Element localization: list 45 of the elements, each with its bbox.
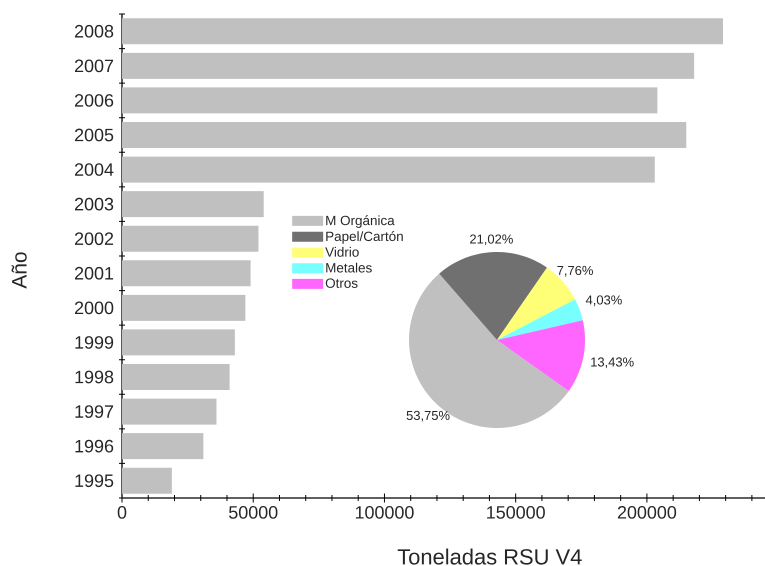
data-label: 13,43% xyxy=(591,357,634,368)
bar xyxy=(122,433,204,460)
y-tick-label: 1995 xyxy=(75,474,114,488)
x-tick-label: 50000 xyxy=(229,506,278,519)
x-tick-label: 200000 xyxy=(618,506,676,519)
bar xyxy=(122,18,724,44)
bar xyxy=(122,87,658,114)
x-tick-label: 100000 xyxy=(356,506,414,519)
y-tick-label: 2007 xyxy=(74,60,114,72)
legend-label: Papel/Cartón xyxy=(326,231,403,244)
y-tick-label: 2000 xyxy=(74,302,114,314)
bar xyxy=(122,294,246,321)
y-tick-label: 2004 xyxy=(74,163,114,176)
y-tick-label: 2006 xyxy=(74,94,114,107)
y-tick-label: 1999 xyxy=(75,336,114,349)
bar xyxy=(122,226,258,252)
y-tick-label: 2002 xyxy=(74,232,114,246)
bar xyxy=(122,364,230,390)
y-tick-label: 2005 xyxy=(74,128,114,142)
y-tick-label: 2008 xyxy=(74,24,114,38)
legend-label: M Orgánica xyxy=(326,215,395,228)
y-tick-label: 1997 xyxy=(75,405,114,418)
bar xyxy=(122,191,264,218)
x-tick-label: 150000 xyxy=(487,506,545,519)
bar xyxy=(122,122,686,148)
bar xyxy=(122,398,216,425)
data-label: 4,03% xyxy=(586,295,622,306)
legend-label: Metales xyxy=(326,262,372,273)
bar xyxy=(122,52,694,79)
legend-label: Otros xyxy=(326,278,358,288)
y-axis-title: Año xyxy=(12,252,27,289)
bar xyxy=(122,329,235,356)
bar xyxy=(122,468,172,494)
data-label: 21,02% xyxy=(470,234,513,246)
y-tick-label: 2003 xyxy=(74,198,114,210)
y-tick-label: 2001 xyxy=(74,266,114,280)
data-label: 53,75% xyxy=(406,410,450,422)
bar xyxy=(122,260,251,286)
bar xyxy=(122,156,655,183)
y-tick-label: 1998 xyxy=(75,370,114,384)
y-tick-label: 1996 xyxy=(75,440,114,452)
data-label: 7,76% xyxy=(557,266,593,277)
legend-label: Vidrio xyxy=(325,246,359,257)
x-tick-label: 0 xyxy=(118,506,126,519)
x-axis-title: Toneladas RSU V4 xyxy=(398,548,582,565)
